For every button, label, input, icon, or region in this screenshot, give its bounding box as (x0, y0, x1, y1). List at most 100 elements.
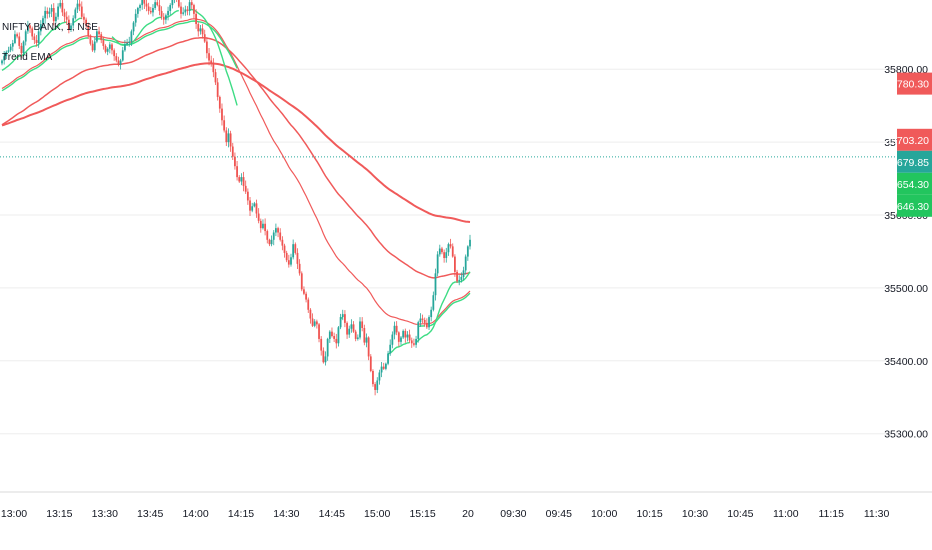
candle-body (376, 380, 379, 390)
candle-body (26, 25, 29, 32)
candle-body (406, 334, 409, 338)
candle-body (167, 10, 169, 16)
candle-body (136, 8, 139, 14)
candle-body (154, 2, 157, 9)
candle-body (404, 330, 407, 338)
candle-body (102, 40, 105, 46)
candle-body (341, 314, 344, 318)
time-tick-label: 09:45 (546, 508, 572, 520)
price-badge (897, 172, 932, 195)
candle-body (264, 223, 267, 232)
candle-body (274, 228, 277, 233)
candle-body (158, 5, 161, 11)
time-tick-label: 10:30 (682, 508, 708, 520)
candle-body (449, 244, 452, 247)
candle-body (46, 10, 49, 14)
time-tick-label: 15:00 (364, 508, 390, 520)
candle-body (100, 34, 103, 41)
candle-body (104, 45, 107, 52)
candle-body (402, 330, 405, 338)
candle-body (83, 16, 85, 20)
candle-body (9, 46, 12, 51)
time-tick-label: 14:15 (228, 508, 254, 520)
candle-body (305, 293, 307, 300)
candle-body (253, 203, 256, 207)
legend: NIFTY BANK, 1, NSE Trend EMA (2, 22, 98, 63)
candle-body (294, 244, 297, 253)
candle-body (197, 24, 200, 32)
candle-body (147, 6, 150, 11)
time-tick-label: 10:15 (636, 508, 662, 520)
candle-body (290, 257, 292, 265)
candle-body (436, 254, 439, 274)
candle-body (55, 16, 57, 22)
candle-body (318, 324, 320, 339)
candle-body (236, 166, 238, 178)
candle-body (363, 328, 366, 343)
candle-body (106, 48, 109, 52)
candle-body (430, 309, 433, 318)
candle-body (111, 44, 113, 51)
candle-body (410, 340, 413, 344)
legend-symbol: NIFTY BANK, 1, NSE (2, 22, 98, 33)
candle-body (277, 228, 279, 233)
candle-body (324, 356, 327, 363)
candle-body (415, 338, 417, 345)
candle-body (257, 213, 260, 221)
candle-body (63, 12, 66, 17)
candle-body (262, 223, 264, 229)
time-tick-label: 14:30 (273, 508, 299, 520)
candle-body (279, 232, 282, 240)
price-badge-label: 35703.20 (885, 135, 929, 147)
candle-body (42, 18, 44, 25)
time-tick-label: 13:45 (137, 508, 163, 520)
candle-body (98, 31, 100, 35)
candle-body (238, 177, 241, 182)
candle-body (255, 203, 258, 214)
candle-body (124, 44, 126, 51)
candle-body (16, 34, 18, 37)
candle-body (391, 334, 394, 345)
candle-body (313, 321, 316, 326)
candle-body (113, 50, 116, 57)
candle-body (307, 299, 310, 310)
candle-body (443, 252, 446, 259)
candle-body (272, 232, 275, 240)
candle-body (95, 31, 98, 42)
candle-body (335, 338, 338, 344)
candle-body (50, 8, 53, 12)
candle-body (445, 252, 448, 259)
candle-body (229, 133, 232, 147)
candle-body (460, 276, 463, 280)
candle-body (216, 82, 219, 97)
candle-body (337, 327, 340, 344)
candle-body (199, 28, 202, 32)
candle-body (296, 252, 299, 264)
candle-body (130, 31, 133, 42)
candle-body (281, 239, 284, 246)
candle-body (65, 16, 68, 20)
candle-body (214, 72, 217, 83)
candle-body (89, 35, 92, 44)
price-badge-label: 35780.30 (885, 79, 929, 91)
candle-body (331, 331, 333, 337)
candle-body (184, 9, 187, 13)
candle-body (423, 319, 426, 323)
candle-body (117, 60, 120, 65)
price-tick-label: 35300.00 (884, 429, 928, 441)
candle-body (85, 19, 88, 26)
candle-body (372, 371, 374, 385)
candle-body (387, 353, 389, 364)
candle-body (417, 322, 420, 339)
candle-body (93, 41, 96, 51)
candle-body (259, 220, 262, 229)
time-axis[interactable]: 13:00 13:15 13:30 13:45 14:00 14:15 14:30 14:45… (1, 508, 890, 520)
candle-body (348, 328, 351, 335)
candle-body (287, 260, 290, 265)
candle-body (300, 273, 303, 290)
candle-body (344, 314, 346, 323)
candle-body (227, 133, 230, 143)
candle-body (421, 318, 424, 320)
price-badges: 35780.30 35703.20 35679.85 35654.30 35646.30 (885, 72, 932, 217)
